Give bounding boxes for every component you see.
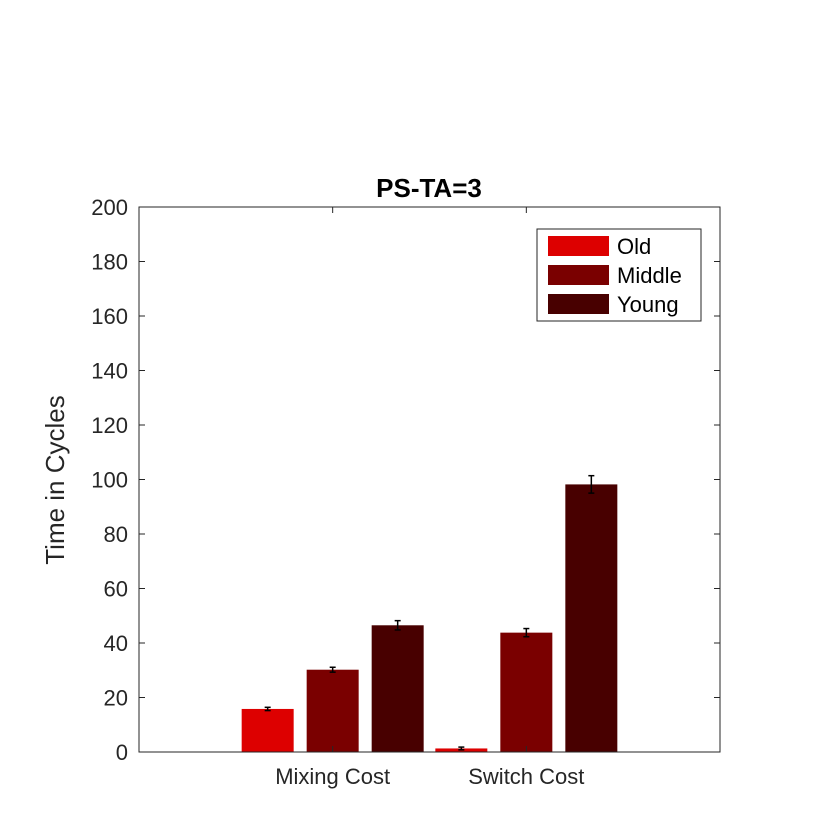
legend: Old Middle Young [536,228,702,322]
bar-middle [500,632,553,752]
bar-old [241,708,294,752]
y-tick-label: 100 [91,468,128,493]
bars-group [241,484,618,752]
x-axis: Mixing Cost Switch Cost [275,207,584,789]
legend-label-old: Old [617,234,651,259]
legend-swatch-old [548,236,609,256]
chart-title: PS-TA=3 [376,173,482,203]
y-tick-label: 0 [116,740,128,765]
y-tick-label: 20 [104,686,128,711]
y-tick-label: 40 [104,631,128,656]
y-tick-label: 140 [91,359,128,384]
legend-label-middle: Middle [617,263,682,288]
y-tick-label: 160 [91,304,128,329]
bar-young [371,625,424,752]
y-tick-label: 200 [91,195,128,220]
legend-label-young: Young [617,292,679,317]
x-tick-label: Mixing Cost [275,764,390,789]
bar-middle [306,669,359,752]
bar-young [565,484,618,752]
error-bars-group [264,474,595,751]
legend-swatch-young [548,294,609,314]
y-tick-label: 80 [104,522,128,547]
y-tick-label: 120 [91,413,128,438]
legend-swatch-middle [548,265,609,285]
y-axis-label: Time in Cycles [40,395,70,565]
y-axis: 0 20 40 60 80 100 120 140 160 180 200 [91,195,720,765]
y-tick-label: 180 [91,250,128,275]
y-tick-label: 60 [104,577,128,602]
x-tick-label: Switch Cost [468,764,584,789]
